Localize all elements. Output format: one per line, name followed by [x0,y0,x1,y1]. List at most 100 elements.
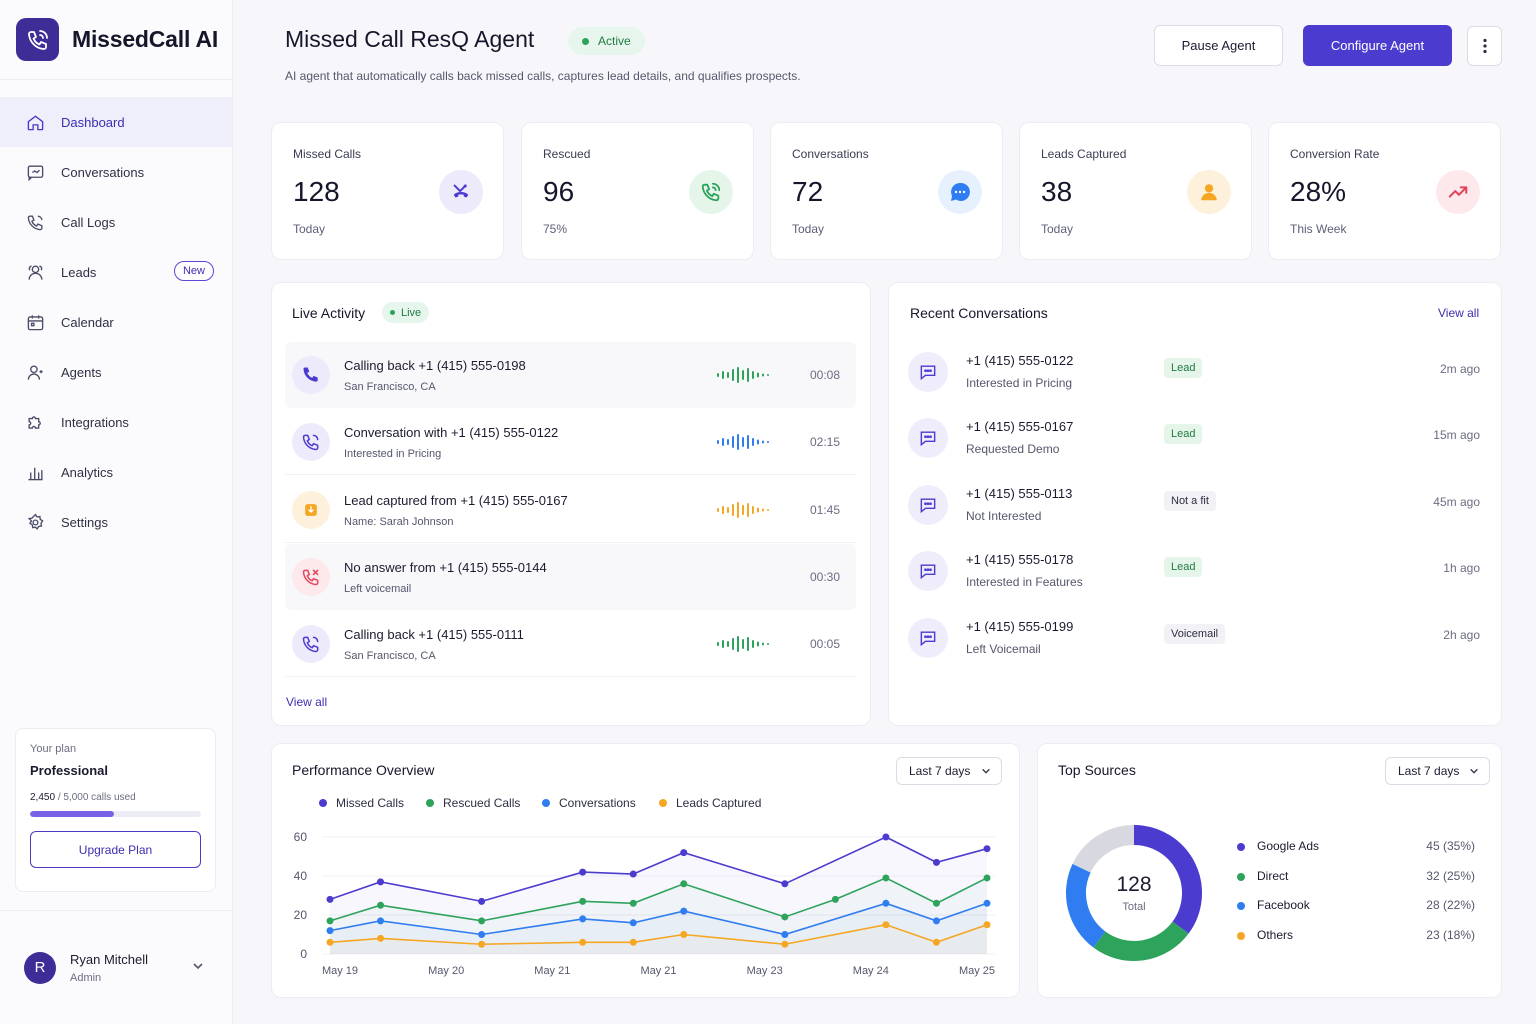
person-icon [1187,170,1231,214]
page-title: Missed Call ResQ Agent [285,26,535,52]
sidebar-item-label: Calendar [61,314,114,330]
message-icon [908,352,948,392]
more-options-button[interactable] [1467,26,1502,66]
activity-time: 00:30 [809,570,840,584]
wave-bar [732,638,734,650]
activity-row[interactable]: Calling back +1 (415) 555-0198 San Franc… [285,342,856,408]
series-line [329,923,988,946]
sidebar-item-conversations[interactable]: Conversations [0,147,232,197]
conversation-note: Requested Demo [966,442,1060,456]
sidebar-item-call-logs[interactable]: Call Logs [0,197,232,247]
lead-captured-icon [292,491,330,529]
sidebar-nav: Dashboard Conversations Call Logs Leads … [0,97,232,547]
stat-value: 72 [792,176,824,207]
conversation-row[interactable]: +1 (415) 555-0199 Left Voicemail Voicema… [906,605,1486,671]
data-point [781,913,789,921]
donut-center-value: 128 [1116,873,1152,896]
sidebar-item-integrations[interactable]: Integrations [0,397,232,447]
status-badge: Active [568,27,645,55]
sidebar-item-agents[interactable]: Agents [0,347,232,397]
conversation-tag: Lead [1164,557,1203,577]
source-row-direct: Direct 32 (25%) [1237,868,1477,888]
conversation-row[interactable]: +1 (415) 555-0113 Not Interested Not a f… [906,472,1486,538]
performance-line-chart: 0 20 40 60 May 19 May 20 May 21 May 21 May 23 May… [294,830,995,977]
sidebar-item-leads[interactable]: Leads New [0,247,232,297]
data-point [680,931,688,938]
source-dot [1237,902,1245,910]
wave-bar [737,502,739,518]
conversation-tag: Lead [1164,358,1203,378]
data-point [781,931,789,938]
wave-bar [717,440,719,444]
activity-row[interactable]: Conversation with +1 (415) 555-0122 Inte… [285,409,856,475]
plan-card: Your plan Professional 2,450 / 5,000 cal… [15,728,216,892]
page-description: AI agent that automatically calls back m… [285,69,801,83]
wave-bar [732,436,734,448]
activity-title: Calling back +1 (415) 555-0198 [344,358,526,373]
status-dot [582,37,589,45]
conversation-time: 2h ago [1443,628,1480,642]
phone-icon [25,212,45,232]
conversation-row[interactable]: +1 (415) 555-0167 Requested Demo Lead 15… [906,405,1486,471]
activity-row[interactable]: Calling back +1 (415) 555-0111 San Franc… [285,611,856,677]
conversation-phone: +1 (415) 555-0122 [966,353,1074,368]
view-all-conversations-link[interactable]: View all [1438,306,1480,320]
data-point [831,895,839,903]
conversation-phone: +1 (415) 555-0113 [966,486,1073,501]
conversation-row[interactable]: +1 (415) 555-0178 Interested in Features… [906,538,1486,604]
wave-bar [722,506,724,514]
plan-used: 2,450 [30,792,56,803]
user-name: Ryan Mitchell [70,951,149,967]
x-tick-label: May 21 [534,965,570,977]
donut-slice [1133,825,1202,934]
wave-bar [722,438,724,446]
message-icon [908,618,948,658]
wave-bar [732,504,734,516]
sidebar-item-calendar[interactable]: Calendar [0,297,232,347]
chat-bubble-icon [938,170,982,214]
audio-wave-icon [717,636,769,652]
legend-missed-calls: Missed Calls [319,796,404,810]
activity-row[interactable]: No answer from +1 (415) 555-0144 Left vo… [285,544,856,610]
activity-row[interactable]: Lead captured from +1 (415) 555-0167 Nam… [285,477,856,543]
legend-label: Rescued Calls [443,796,521,810]
plan-progress-fill [30,811,114,817]
wave-bar [757,507,759,513]
audio-wave-icon [717,367,769,383]
data-point [983,874,991,882]
conversation-tag: Voicemail [1164,624,1226,644]
configure-agent-button[interactable]: Configure Agent [1303,25,1452,66]
stat-card-missed-calls: Missed Calls 128 Today [271,122,504,260]
wave-bar [742,370,744,380]
conversation-phone: +1 (415) 555-0167 [966,419,1074,434]
missed-call-icon [292,558,330,596]
source-value: 28 (22%) [1426,898,1475,912]
chevron-down-icon[interactable] [192,959,204,977]
conversation-phone: +1 (415) 555-0199 [966,619,1074,634]
view-all-activity-link[interactable]: View all [286,695,328,709]
sidebar-item-settings[interactable]: Settings [0,497,232,547]
conversation-time: 45m ago [1433,495,1480,509]
wave-bar [742,639,744,649]
user-menu[interactable]: R Ryan Mitchell Admin [0,910,232,1024]
wave-bar [737,434,739,450]
donut-slice [1072,825,1135,873]
wave-bar [762,440,764,444]
pause-agent-button[interactable]: Pause Agent [1154,25,1283,66]
wave-bar [747,637,749,651]
conversation-row[interactable]: +1 (415) 555-0122 Interested in Pricing … [906,339,1486,405]
data-point [882,833,890,841]
sidebar-item-analytics[interactable]: Analytics [0,447,232,497]
activity-time: 01:45 [809,503,840,517]
sidebar-item-dashboard[interactable]: Dashboard [0,97,232,147]
activity-subtitle: Name: Sarah Johnson [344,516,454,528]
conversation-phone: +1 (415) 555-0178 [966,552,1074,567]
data-point [579,868,587,876]
performance-range-select[interactable]: Last 7 days [896,757,1002,785]
live-badge-text: Live [401,306,422,319]
chevron-down-icon [1470,768,1478,774]
wave-bar [757,439,759,445]
data-point [781,940,789,948]
sources-range-select[interactable]: Last 7 days [1385,757,1490,785]
upgrade-plan-button[interactable]: Upgrade Plan [30,831,201,868]
